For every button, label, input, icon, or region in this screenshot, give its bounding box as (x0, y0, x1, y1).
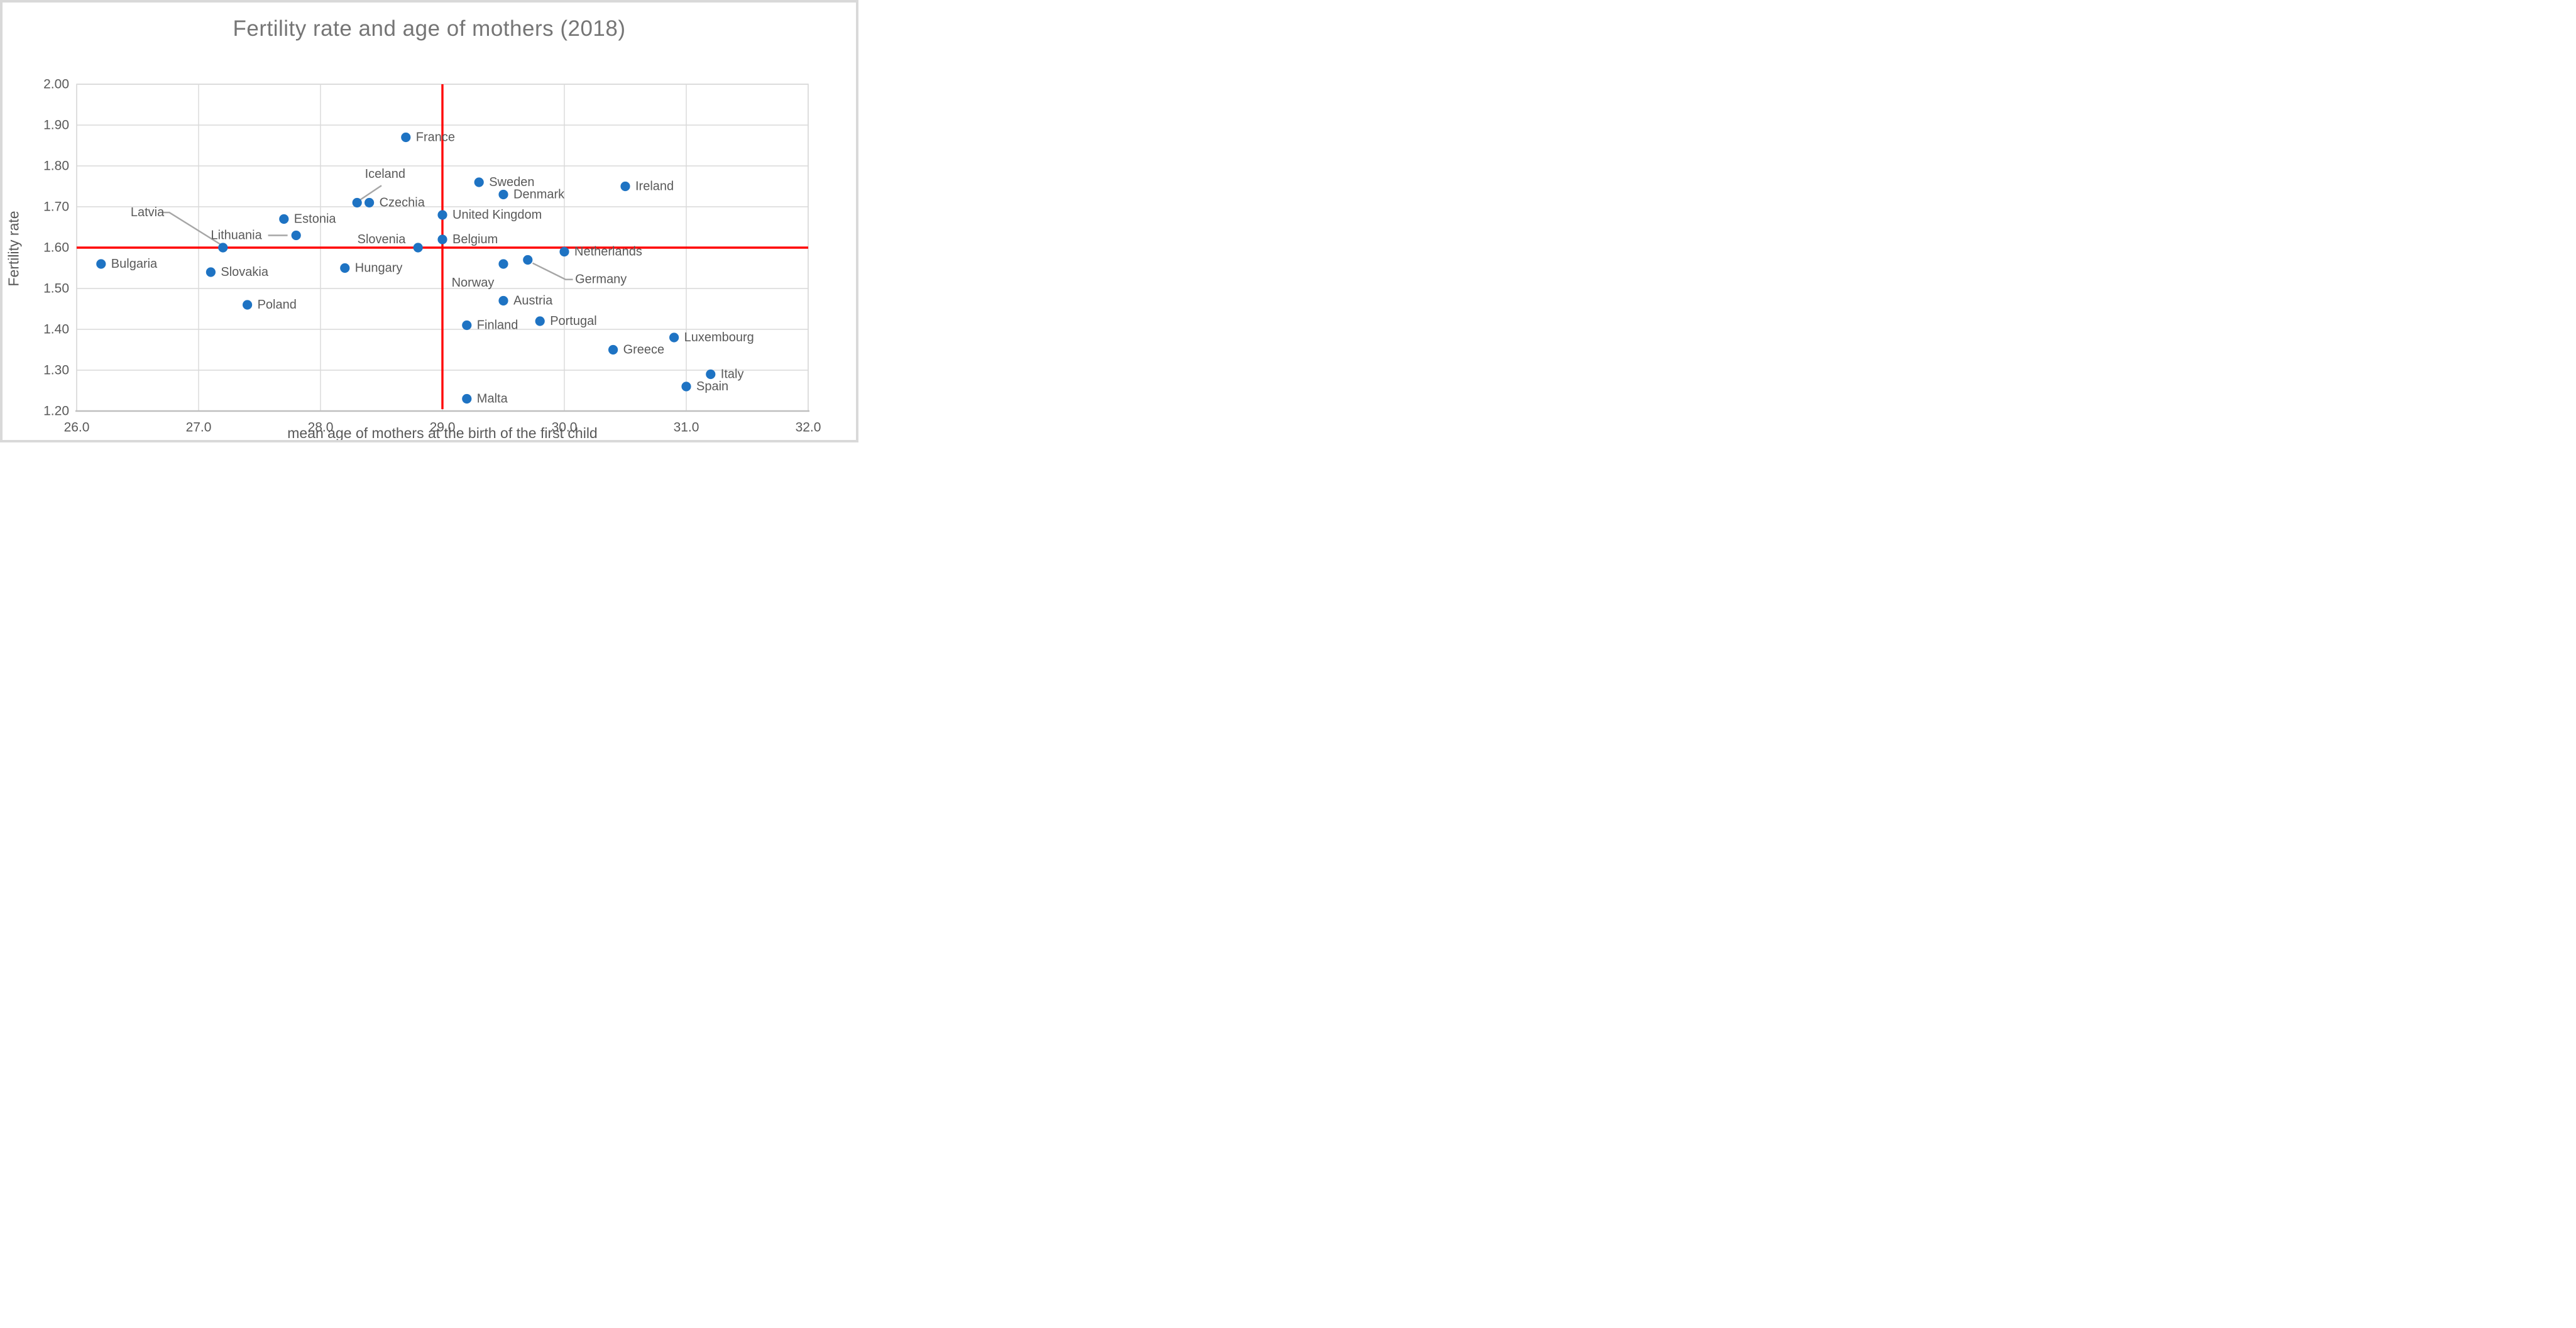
label-netherlands: Netherlands (574, 245, 642, 259)
label-belgium: Belgium (452, 233, 498, 246)
point-netherlands (559, 246, 569, 257)
chart-title: Fertility rate and age of mothers (2018) (233, 16, 626, 41)
point-luxembourg (669, 332, 679, 343)
label-poland: Poland (258, 298, 297, 312)
point-germany (523, 255, 533, 265)
point-belgium (437, 234, 447, 244)
label-czechia: Czechia (380, 196, 425, 210)
point-sweden (474, 177, 484, 187)
y-tick-1.30: 1.30 (43, 363, 69, 378)
y-tick-1.90: 1.90 (43, 118, 69, 133)
scatter-plot: Bulgaria Slovakia Latvia Poland Estonia Lithu… (43, 77, 821, 435)
y-tick-1.20: 1.20 (43, 404, 69, 419)
label-sweden: Sweden (489, 175, 534, 189)
y-tick-1.80: 1.80 (43, 159, 69, 173)
label-italy: Italy (721, 368, 744, 381)
label-greece: Greece (623, 343, 665, 357)
x-tick-30.0: 30.0 (552, 420, 578, 434)
x-axis-title: mean age of mothers at the birth of the … (287, 425, 598, 441)
label-ireland: Ireland (635, 180, 674, 194)
point-ireland (620, 181, 630, 192)
y-tick-1.70: 1.70 (43, 200, 69, 214)
x-tick-26.0: 26.0 (64, 420, 90, 434)
point-poland (243, 300, 253, 310)
point-czechia (364, 197, 375, 208)
point-portugal (535, 316, 545, 326)
chart-frame: Fertility rate and age of mothers (2018)… (0, 0, 858, 442)
label-austria: Austria (513, 294, 553, 308)
label-spain: Spain (696, 380, 728, 393)
leader-line-latvia (162, 211, 222, 246)
point-italy (706, 369, 716, 380)
point-greece (608, 344, 618, 355)
label-finland: Finland (477, 319, 518, 332)
leader-line-iceland (359, 185, 382, 201)
leader-line-germany (532, 262, 573, 280)
point-united-kingdom (437, 210, 447, 220)
point-lithuania (291, 230, 301, 241)
label-slovakia: Slovakia (221, 265, 268, 279)
x-tick-32.0: 32.0 (796, 420, 821, 434)
y-tick-1.60: 1.60 (43, 241, 69, 255)
point-malta (462, 393, 472, 404)
point-denmark (498, 189, 508, 200)
label-france: France (416, 131, 455, 145)
point-latvia (218, 243, 228, 253)
label-hungary: Hungary (355, 261, 403, 275)
point-iceland (352, 197, 362, 208)
label-lithuania: Lithuania (211, 229, 263, 243)
label-luxembourg: Luxembourg (684, 331, 754, 344)
point-finland (462, 320, 472, 331)
label-estonia: Estonia (294, 212, 337, 226)
point-france (401, 132, 411, 143)
x-tick-31.0: 31.0 (674, 420, 699, 434)
label-germany: Germany (575, 273, 627, 287)
label-slovenia: Slovenia (358, 233, 407, 246)
label-bulgaria: Bulgaria (111, 257, 158, 271)
label-iceland: Iceland (365, 167, 406, 181)
y-tick-2.00: 2.00 (43, 77, 69, 92)
point-spain (681, 381, 691, 392)
point-estonia (279, 214, 289, 224)
label-malta: Malta (477, 392, 508, 406)
point-austria (498, 295, 508, 306)
label-denmark: Denmark (513, 188, 565, 202)
x-tick-27.0: 27.0 (186, 420, 212, 434)
y-tick-1.40: 1.40 (43, 322, 69, 337)
y-tick-1.50: 1.50 (43, 282, 69, 296)
label-united-kingdom: United Kingdom (452, 208, 542, 222)
point-hungary (340, 263, 350, 273)
x-tick-29.0: 29.0 (430, 420, 456, 434)
point-slovakia (206, 267, 216, 277)
point-norway (498, 259, 508, 269)
point-bulgaria (96, 259, 106, 269)
point-slovenia (413, 243, 423, 253)
x-tick-28.0: 28.0 (308, 420, 334, 434)
label-portugal: Portugal (550, 314, 597, 328)
label-norway: Norway (452, 276, 495, 290)
label-latvia: Latvia (131, 206, 165, 219)
